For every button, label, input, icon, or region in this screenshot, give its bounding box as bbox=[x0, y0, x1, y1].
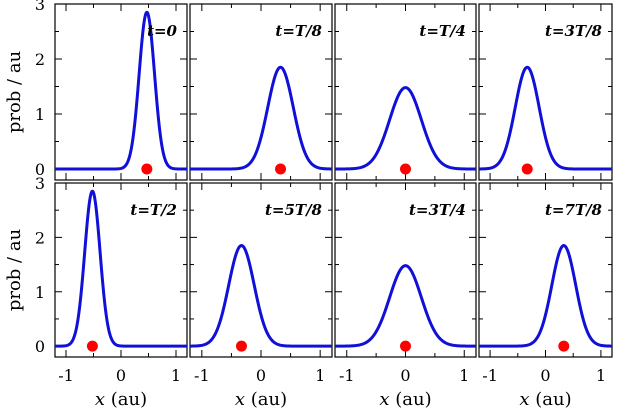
x-tick-label: -1 bbox=[58, 366, 74, 385]
y-tick-label: 2 bbox=[35, 50, 45, 69]
x-tick-label: 0 bbox=[116, 366, 126, 385]
x-axis-label: x (au) bbox=[95, 389, 147, 410]
position-marker bbox=[400, 340, 411, 352]
time-label: t=T/8 bbox=[275, 22, 322, 40]
time-label: t=7T/8 bbox=[545, 201, 603, 219]
position-marker bbox=[141, 163, 153, 175]
x-tick-label: 1 bbox=[315, 366, 325, 385]
x-tick-label: 1 bbox=[171, 366, 181, 385]
x-axis-label: x (au) bbox=[519, 389, 571, 410]
time-label: t=3T/8 bbox=[545, 22, 603, 40]
y-tick-label: 0 bbox=[35, 160, 45, 179]
y-axis-label: prob / au bbox=[4, 51, 25, 133]
panel-4: t=3T/8 bbox=[478, 3, 613, 181]
panel-3: t=T/4 bbox=[334, 3, 477, 181]
x-axis-unit: (au) bbox=[105, 389, 147, 410]
position-marker bbox=[558, 340, 570, 352]
x-axis-unit: (au) bbox=[245, 389, 287, 410]
x-tick-label: 1 bbox=[459, 366, 469, 385]
time-label: t=0 bbox=[147, 22, 177, 40]
probability-curve bbox=[478, 65, 613, 171]
x-tick-label: -1 bbox=[482, 366, 498, 385]
x-axis-unit: (au) bbox=[390, 389, 432, 410]
panel-8: t=7T/8 bbox=[478, 182, 613, 358]
x-tick-label: 0 bbox=[540, 366, 550, 385]
probability-curve bbox=[54, 10, 188, 171]
x-tick-label: 1 bbox=[596, 366, 606, 385]
panels-group: t=0 t=T/8 t=T/4 t=3T/8 t=T/2 t=5T/8 t=3T/4 t=7T… bbox=[54, 3, 613, 358]
x-axis-variable: x bbox=[95, 389, 105, 410]
position-marker bbox=[275, 163, 287, 175]
probability-curve bbox=[478, 244, 613, 348]
y-tick-label: 3 bbox=[35, 174, 45, 193]
position-marker bbox=[235, 340, 247, 352]
x-axis-variable: x bbox=[235, 389, 245, 410]
position-marker bbox=[86, 340, 98, 352]
x-axis-label: x (au) bbox=[235, 389, 287, 410]
y-tick-label: 0 bbox=[35, 337, 45, 356]
time-label: t=T/2 bbox=[130, 201, 177, 219]
x-axis-variable: x bbox=[379, 389, 389, 410]
x-axis-labels: -1 0 1 x (au) -1 0 1 x (au) -1 0 1 x (au) -1 0 1 x (au) bbox=[58, 366, 606, 410]
x-tick-label: -1 bbox=[194, 366, 210, 385]
time-label: t=3T/4 bbox=[409, 201, 466, 219]
panel-7: t=3T/4 bbox=[334, 182, 477, 358]
probability-curve bbox=[189, 65, 333, 171]
panel-1: t=0 bbox=[54, 3, 188, 181]
panel-5: t=T/2 bbox=[54, 182, 188, 358]
time-label: t=T/4 bbox=[419, 22, 466, 40]
y-tick-label: 2 bbox=[35, 228, 45, 247]
panel-2: t=T/8 bbox=[189, 3, 333, 181]
probability-curve bbox=[189, 244, 333, 348]
y-tick-label: 3 bbox=[35, 0, 45, 14]
x-tick-label: 0 bbox=[256, 366, 266, 385]
y-axis-labels: 0 1 2 3 prob / au 0 1 2 3 prob / au bbox=[4, 0, 45, 356]
y-tick-label: 1 bbox=[35, 283, 45, 302]
y-tick-label: 1 bbox=[35, 105, 45, 124]
x-tick-label: -1 bbox=[339, 366, 355, 385]
probability-curve bbox=[334, 86, 477, 171]
y-axis-label: prob / au bbox=[4, 229, 25, 311]
x-axis-label: x (au) bbox=[379, 389, 431, 410]
panel-6: t=5T/8 bbox=[189, 182, 333, 358]
x-axis-variable: x bbox=[519, 389, 529, 410]
probability-curve bbox=[334, 264, 477, 348]
position-marker bbox=[521, 163, 533, 175]
position-marker bbox=[400, 163, 411, 175]
probability-curve bbox=[54, 189, 188, 348]
x-axis-unit: (au) bbox=[530, 389, 572, 410]
x-tick-label: 0 bbox=[400, 366, 410, 385]
time-label: t=5T/8 bbox=[265, 201, 323, 219]
